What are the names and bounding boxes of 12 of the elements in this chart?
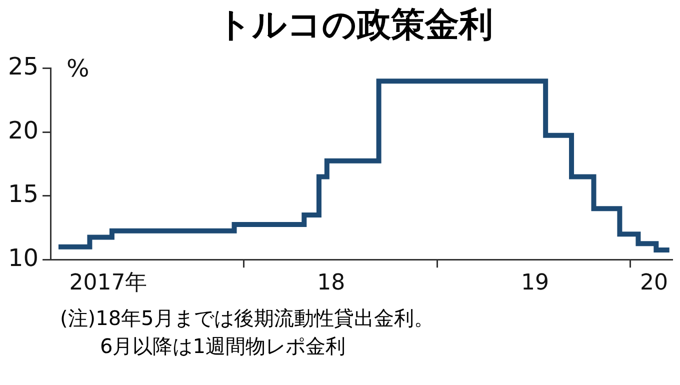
y-tick-label: 25	[8, 52, 39, 81]
x-tick-label: 18	[317, 270, 346, 296]
y-tick-label: 15	[8, 180, 39, 208]
chart-title: トルコの政策金利	[216, 4, 494, 47]
y-tick-label: 20	[8, 116, 39, 144]
x-tick-label: 20	[640, 270, 668, 296]
y-tick-label: 10	[8, 244, 39, 272]
x-tick-label: 19	[520, 270, 549, 296]
text: 6月以降は1週間物レポ金利	[99, 333, 346, 360]
text: (注)18年5月までは後期流動性貸出金利。	[60, 305, 435, 332]
x-tick-label: 2017年	[69, 270, 148, 296]
y-axis-title: %	[66, 54, 90, 83]
